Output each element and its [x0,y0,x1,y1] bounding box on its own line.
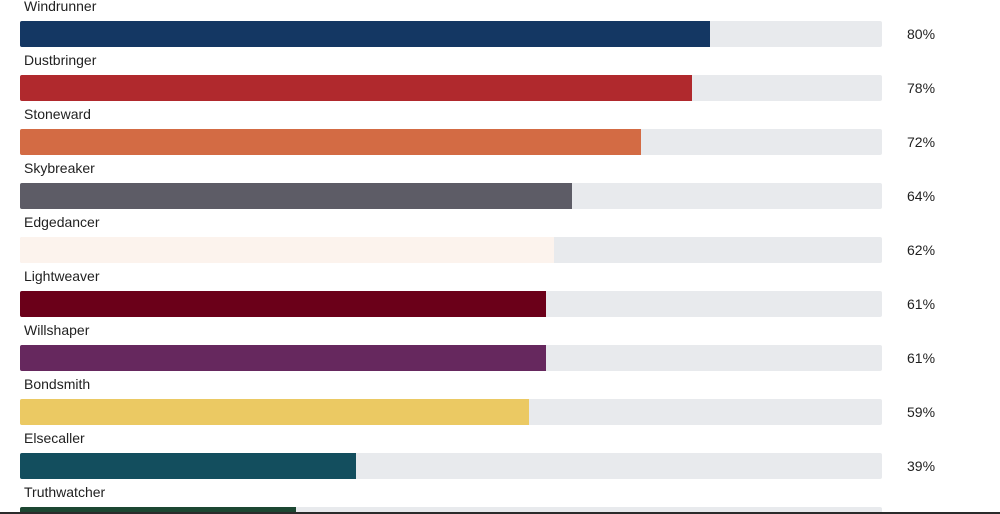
bar [20,507,296,514]
value-label: 59% [907,404,936,420]
category-label: Lightweaver [24,268,100,284]
value-label: 61% [907,296,936,312]
bar-track [20,183,882,209]
bar [20,21,710,47]
bar [20,399,529,425]
bar-track [20,399,882,425]
value-label: 64% [907,188,936,204]
category-label: Willshaper [24,322,90,338]
category-label: Bondsmith [24,376,91,392]
bottom-rule [0,512,1000,514]
bar-track [20,75,882,101]
value-label: 72% [907,134,936,150]
bar-track [20,453,882,479]
bar [20,129,641,155]
value-label: 80% [907,26,936,42]
bar [20,291,546,317]
value-label: 62% [907,242,936,258]
value-label: 61% [907,350,936,366]
category-label: Edgedancer [24,214,100,230]
value-label: 78% [907,80,936,96]
value-label: 39% [907,458,936,474]
bar-track [20,345,882,371]
bar-track [20,237,882,263]
category-label: Elsecaller [24,430,85,446]
bar [20,75,693,101]
bar-track [20,21,882,47]
bar [20,237,555,263]
category-label: Stoneward [24,106,91,122]
category-label: Skybreaker [24,160,95,176]
bar [20,345,546,371]
bar [20,453,357,479]
bar-track [20,291,882,317]
bar-track [20,129,882,155]
bar [20,183,572,209]
category-label: Windrunner [24,0,97,14]
category-label: Truthwatcher [24,484,106,500]
bar-track [20,507,882,514]
category-label: Dustbringer [24,52,97,68]
